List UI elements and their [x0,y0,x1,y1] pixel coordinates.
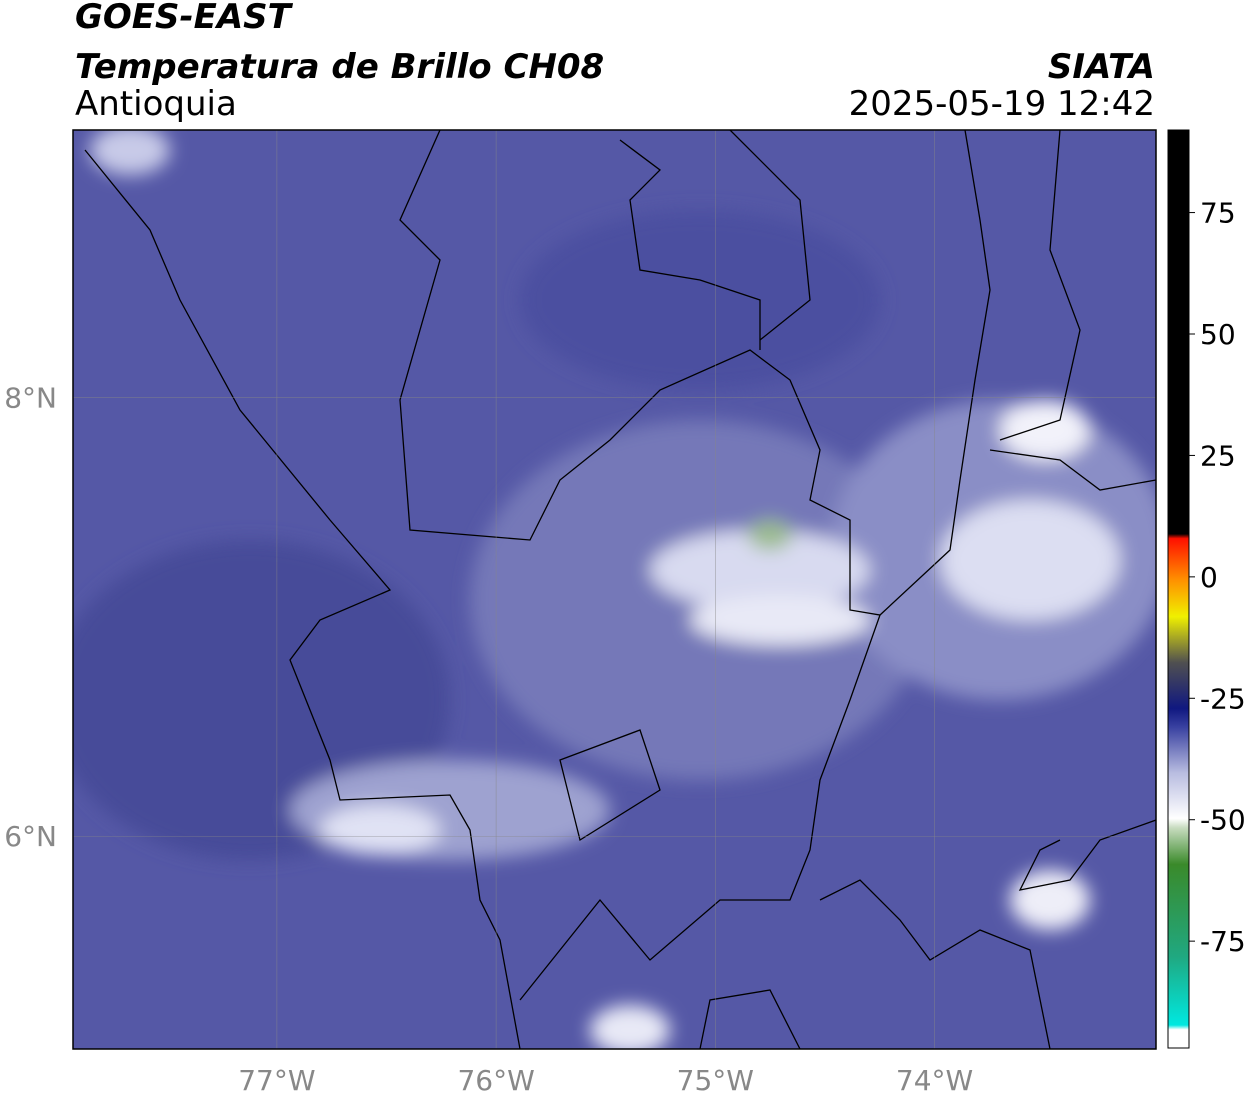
graticule [73,130,1156,1049]
colorbar-tick-label: 75 [1200,197,1236,230]
map-imagery [73,130,1156,1049]
timestamp: 2025-05-19 12:42 [849,84,1155,124]
region: Antioquia [75,84,237,124]
y-tick-label: 8°N [4,382,57,415]
colorbar-tick-label: 25 [1200,439,1236,472]
subtitle: Temperatura de Brillo CH08 [75,47,604,87]
colorbar-tick-label: 0 [1200,561,1218,594]
colorbar-tick-label: -25 [1200,682,1246,715]
borders [84,130,1156,1049]
map-frame [72,129,1157,1050]
source: SIATA [1048,47,1155,87]
cloud-field [73,130,1156,1049]
x-tick-label: 76°W [457,1064,534,1097]
colorbar-tick-label: -75 [1200,925,1246,958]
x-tick-label: 74°W [896,1064,973,1097]
colorbar-tick-label: 50 [1200,318,1236,351]
colorbar-tick-label: -50 [1200,804,1246,837]
x-tick-label: 77°W [238,1064,315,1097]
y-tick-label: 6°N [4,820,57,853]
colorbar [1167,129,1190,1049]
title: GOES-EAST [75,0,294,37]
x-tick-label: 75°W [677,1064,754,1097]
